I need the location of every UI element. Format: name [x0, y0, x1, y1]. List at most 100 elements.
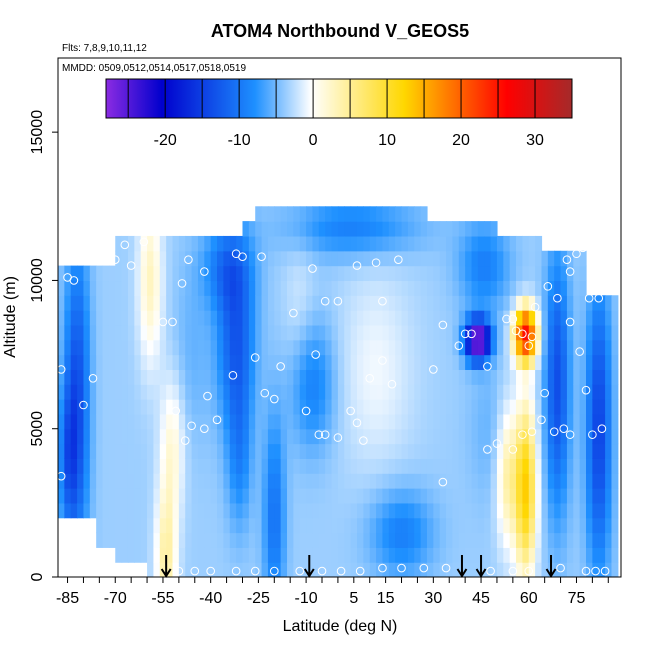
field-cell [573, 265, 581, 282]
field-cell [255, 310, 263, 326]
field-cell [293, 265, 301, 282]
field-cell [242, 310, 250, 326]
field-cell [96, 473, 104, 489]
field-cell [121, 547, 129, 563]
observation-point [492, 439, 502, 448]
field-cell [401, 324, 409, 341]
field-cell [426, 310, 434, 326]
field-cell [503, 384, 511, 400]
field-cell [407, 250, 415, 267]
field-cell [280, 280, 288, 296]
field-cell [407, 562, 415, 577]
field-cell [356, 295, 364, 311]
field-cell [337, 473, 345, 489]
field-cell [248, 399, 256, 415]
field-cell [140, 502, 148, 519]
field-cell [560, 473, 568, 489]
field-cell [58, 369, 65, 385]
field-cell [337, 235, 345, 252]
field-cell [356, 488, 364, 504]
field-cell [407, 221, 415, 237]
field-cell [592, 532, 600, 548]
field-cell [376, 502, 384, 519]
field-cell [439, 428, 447, 445]
field-cell [471, 354, 479, 370]
field-cell [433, 310, 441, 326]
field-cell [522, 562, 530, 577]
field-cell [185, 517, 193, 534]
field-cell [96, 354, 104, 370]
field-cell [611, 413, 619, 430]
observation-point [429, 365, 438, 374]
field-cell [242, 369, 250, 385]
field-cell [477, 295, 485, 311]
field-cell [388, 206, 396, 222]
field-cell [465, 295, 473, 311]
field-cell [484, 384, 492, 400]
field-cell [433, 250, 441, 267]
observation-point [295, 566, 305, 576]
field-cell [58, 502, 65, 519]
field-cell [153, 310, 161, 326]
field-cell [547, 443, 555, 459]
field-cell [267, 517, 275, 534]
field-cell [535, 384, 543, 400]
field-cell [89, 399, 97, 415]
field-cell [96, 339, 104, 356]
field-cell [471, 562, 479, 577]
x-tick-label: 5 [349, 590, 358, 607]
field-cell [96, 295, 104, 311]
field-cell [414, 547, 422, 563]
observation-point [58, 471, 66, 481]
field-cell [261, 547, 269, 563]
field-cell [172, 562, 180, 577]
field-cell [426, 502, 434, 519]
field-cell [204, 235, 212, 252]
field-cell [293, 235, 301, 252]
field-cell [376, 458, 384, 474]
field-cell [153, 295, 161, 311]
field-cell [369, 324, 377, 341]
field-cell [236, 324, 244, 341]
colorbar-tick-label: 10 [378, 132, 396, 149]
field-cell [605, 339, 613, 356]
observation-point [549, 427, 559, 436]
field-cell [503, 250, 511, 267]
field-cell [547, 369, 555, 385]
field-cell [356, 206, 364, 222]
field-cell [255, 547, 263, 563]
field-cell [407, 532, 415, 548]
field-cell [70, 458, 78, 474]
field-cell [153, 428, 161, 445]
field-cell [197, 384, 205, 400]
field-cell [426, 488, 434, 504]
field-cell [115, 384, 123, 400]
field-cell [108, 517, 116, 534]
field-cell [293, 488, 301, 504]
flight-arrow [160, 555, 172, 578]
field-cell [178, 413, 186, 430]
field-cell [452, 354, 460, 370]
field-cell [274, 354, 282, 370]
field-cell [178, 443, 186, 459]
field-cell [452, 221, 460, 237]
field-cell [299, 369, 307, 385]
field-cell [197, 295, 205, 311]
observation-point [527, 332, 537, 342]
field-cell [471, 339, 479, 356]
field-cell [127, 310, 135, 326]
field-cell [471, 280, 479, 296]
field-cell [509, 443, 517, 459]
field-cell [465, 502, 473, 519]
field-cell [64, 310, 72, 326]
field-cell [229, 517, 237, 534]
field-cell [77, 488, 85, 504]
field-cell [516, 310, 523, 326]
field-cell [611, 399, 619, 415]
field-cell [318, 547, 326, 563]
field-cell [229, 547, 237, 563]
field-cell [306, 235, 314, 252]
field-cell [70, 443, 78, 459]
field-cell [204, 443, 212, 459]
field-cell [350, 399, 358, 415]
